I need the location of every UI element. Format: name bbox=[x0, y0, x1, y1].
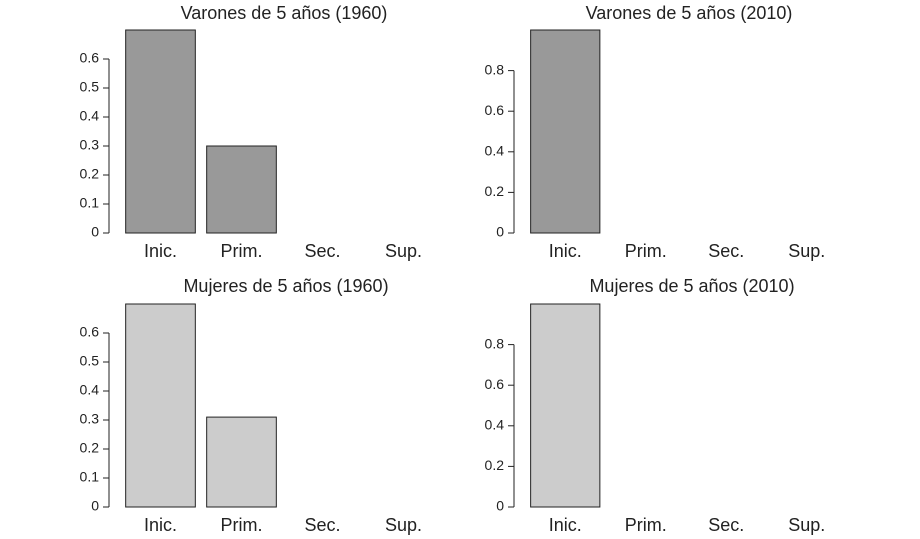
x-category-label: Sec. bbox=[708, 241, 744, 261]
x-category-label: Prim. bbox=[221, 515, 263, 535]
y-tick-label: 0.1 bbox=[80, 469, 100, 485]
y-tick-label: 0 bbox=[91, 498, 99, 514]
bar-prim bbox=[206, 145, 277, 234]
y-tick-label: 0.4 bbox=[485, 417, 505, 433]
y-tick-label: 0.6 bbox=[485, 102, 505, 118]
bar-inic bbox=[530, 29, 601, 234]
y-tick-label: 0.6 bbox=[80, 50, 100, 66]
y-tick-label: 0.8 bbox=[485, 61, 505, 77]
x-category-label: Sup. bbox=[788, 515, 825, 535]
y-tick-label: 0.4 bbox=[80, 108, 100, 124]
y-tick-label: 0.8 bbox=[485, 335, 505, 351]
y-tick-label: 0 bbox=[496, 498, 504, 514]
panel-title: Mujeres de 5 años (1960) bbox=[183, 276, 388, 296]
x-category-label: Inic. bbox=[144, 515, 177, 535]
x-category-label: Inic. bbox=[549, 241, 582, 261]
x-category-label: Sec. bbox=[304, 241, 340, 261]
y-tick-label: 0.3 bbox=[80, 411, 100, 427]
bar-inic bbox=[125, 29, 196, 234]
y-tick-label: 0.5 bbox=[80, 79, 100, 95]
x-category-label: Sec. bbox=[708, 515, 744, 535]
y-tick-label: 0.4 bbox=[80, 382, 100, 398]
bar-prim bbox=[206, 416, 277, 508]
y-tick-label: 0.2 bbox=[80, 166, 100, 182]
panel-title: Varones de 5 años (1960) bbox=[181, 3, 388, 23]
panel-mujeres-2010: Mujeres de 5 años (2010) 0 0.2 0.4 0.6 0.8 In… bbox=[485, 276, 826, 535]
y-tick-label: 0.2 bbox=[80, 440, 100, 456]
x-category-label: Sup. bbox=[385, 515, 422, 535]
y-tick-label: 0.1 bbox=[80, 195, 100, 211]
y-tick-label: 0.3 bbox=[80, 137, 100, 153]
x-category-label: Prim. bbox=[625, 515, 667, 535]
x-category-label: Inic. bbox=[144, 241, 177, 261]
panel-varones-1960: Varones de 5 años (1960) 0 0.1 0.2 0.3 0.4 0.… bbox=[80, 3, 422, 261]
x-category-label: Sec. bbox=[304, 515, 340, 535]
panel-title: Varones de 5 años (2010) bbox=[586, 3, 793, 23]
y-tick-label: 0.2 bbox=[485, 457, 505, 473]
x-category-label: Prim. bbox=[221, 241, 263, 261]
bar-inic bbox=[125, 303, 196, 508]
panel-title: Mujeres de 5 años (2010) bbox=[589, 276, 794, 296]
y-tick-label: 0.2 bbox=[485, 183, 505, 199]
panel-varones-2010: Varones de 5 años (2010) 0 0.2 0.4 0.6 0.8 In… bbox=[485, 3, 826, 261]
x-category-label: Sup. bbox=[385, 241, 422, 261]
y-tick-label: 0 bbox=[91, 224, 99, 240]
panel-mujeres-1960: Mujeres de 5 años (1960) 0 0.1 0.2 0.3 0.4 0.… bbox=[80, 276, 422, 535]
x-category-label: Prim. bbox=[625, 241, 667, 261]
x-category-label: Inic. bbox=[549, 515, 582, 535]
y-tick-label: 0.6 bbox=[80, 324, 100, 340]
bar-inic bbox=[530, 303, 601, 508]
y-tick-label: 0.5 bbox=[80, 353, 100, 369]
y-tick-label: 0.6 bbox=[485, 376, 505, 392]
x-category-label: Sup. bbox=[788, 241, 825, 261]
y-tick-label: 0.4 bbox=[485, 143, 505, 159]
y-tick-label: 0 bbox=[496, 224, 504, 240]
